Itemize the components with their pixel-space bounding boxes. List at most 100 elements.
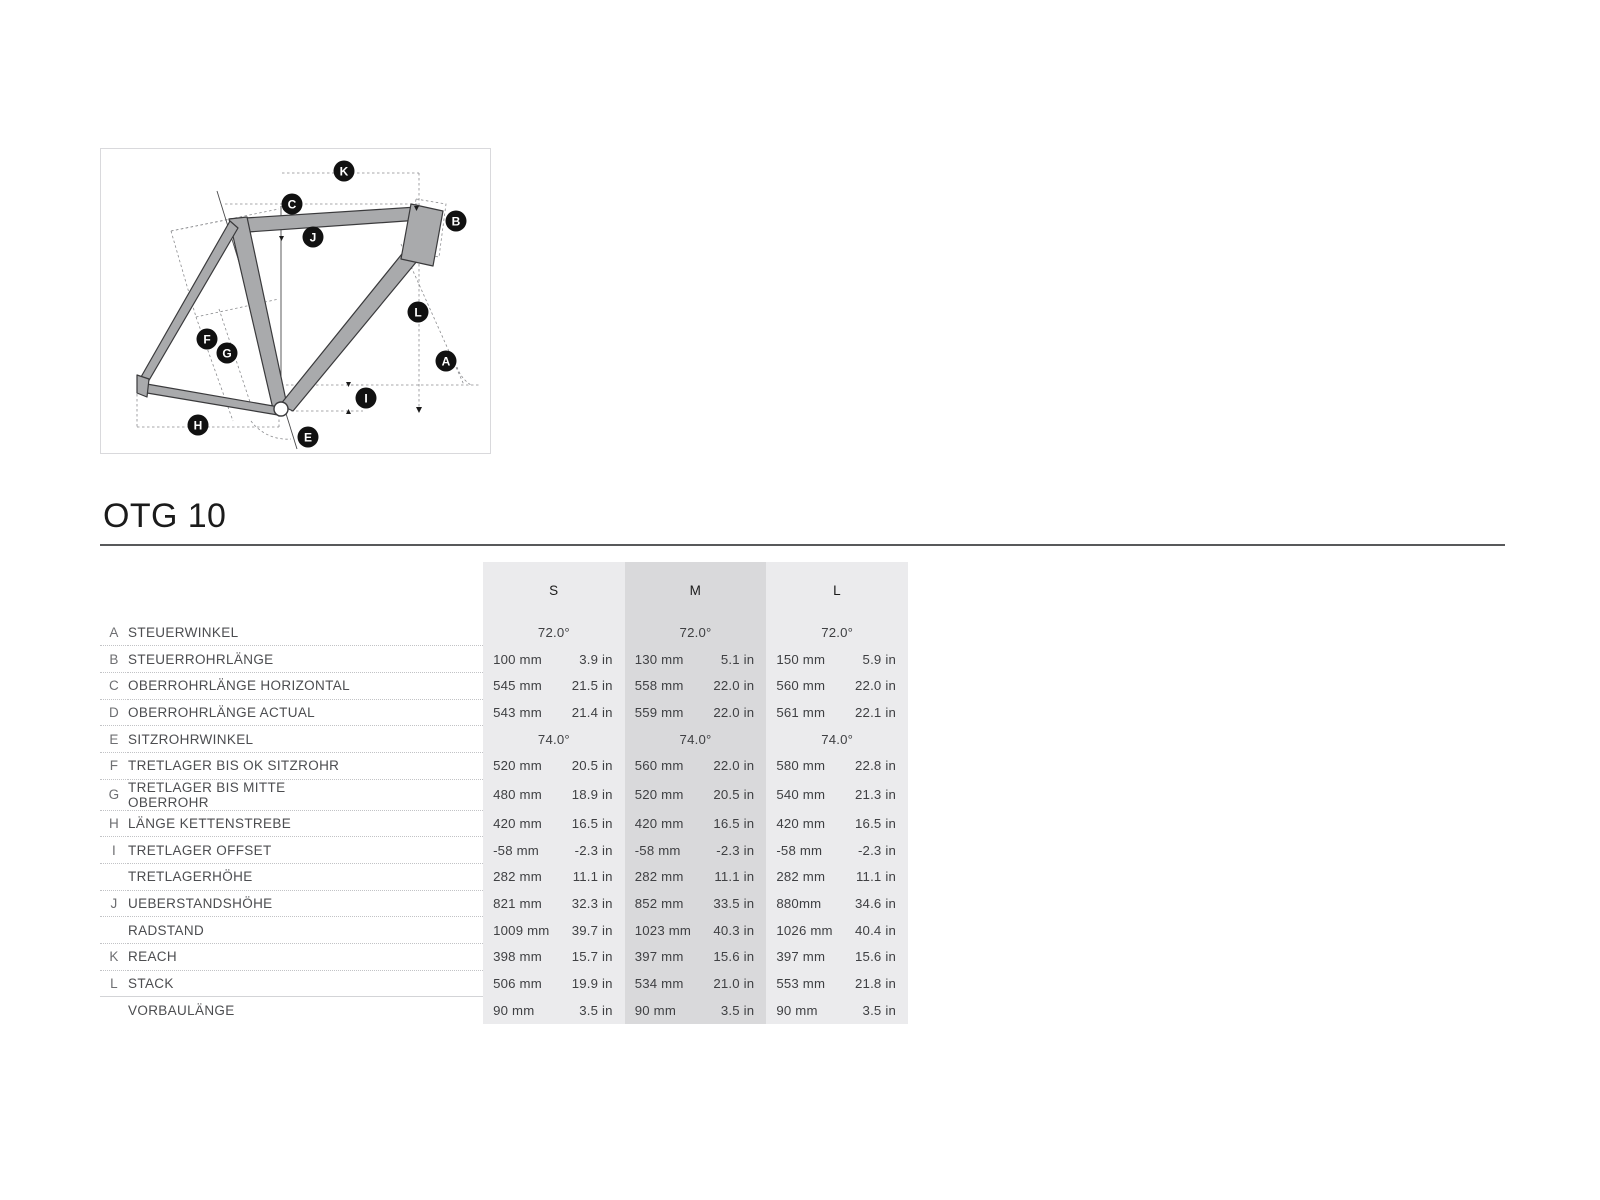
value-pair: 580 mm 22.8 in [766, 758, 908, 773]
cell-l: 282 mm 11.1 in [766, 863, 908, 891]
row-letter: G [100, 778, 128, 811]
value-angle: 72.0° [679, 624, 712, 640]
value-angle: 72.0° [821, 624, 854, 640]
value-pair: 506 mm 19.9 in [483, 976, 625, 991]
value-mm: 100 mm [493, 651, 542, 667]
cell-m: 74.0° [624, 725, 767, 753]
value-inch: 5.1 in [720, 651, 755, 667]
value-inch: 11.1 in [855, 869, 896, 885]
page-title: OTG 10 [103, 497, 227, 535]
cell-l: 553 mm 21.8 in [766, 970, 908, 997]
value-mm: 580 mm [776, 758, 826, 774]
value-inch: 19.9 in [571, 976, 613, 992]
value-pair: 558 mm 22.0 in [625, 678, 767, 693]
value-mm: 506 mm [493, 976, 542, 992]
value-inch: 40.3 in [713, 922, 755, 938]
value-pair: 1026 mm 40.4 in [766, 923, 908, 938]
value-inch: -2.3 in [716, 842, 755, 858]
svg-text:G: G [222, 347, 231, 361]
cell-s: 72.0° [483, 619, 625, 646]
cell-m: 397 mm 15.6 in [624, 943, 767, 971]
value-angle: 74.0° [679, 731, 712, 747]
header-spacer-label [128, 562, 483, 619]
cell-s: 420 mm 16.5 in [483, 810, 625, 837]
value-inch: 22.0 in [855, 678, 896, 694]
column-header-s[interactable]: S [483, 562, 625, 619]
value-pair: 520 mm 20.5 in [625, 787, 767, 802]
value-inch: -2.3 in [857, 842, 896, 858]
svg-text:B: B [452, 215, 461, 229]
value-inch: 22.1 in [855, 704, 896, 720]
cell-l: 540 mm 21.3 in [766, 779, 908, 811]
cell-m: 130 mm 5.1 in [624, 645, 767, 673]
value-angle: 74.0° [821, 731, 854, 747]
cell-s: 398 mm 15.7 in [483, 943, 625, 971]
cell-l: 397 mm 15.6 in [766, 943, 908, 971]
table-row: A STEUERWINKEL 72.0° 72.0° 72.0° [100, 619, 908, 646]
value-mm: 558 mm [634, 678, 684, 694]
cell-s: 545 mm 21.5 in [483, 672, 625, 700]
badge-I: I [355, 387, 377, 409]
cell-s: 1009 mm 39.7 in [483, 916, 625, 944]
value-mm: 1026 mm [776, 922, 833, 938]
value-pair: 480 mm 18.9 in [483, 787, 625, 802]
value-mm: 543 mm [493, 704, 542, 720]
row-label: TRETLAGER BIS MITTE OBERROHR [128, 778, 484, 811]
value-inch: 21.0 in [713, 976, 755, 992]
value-mm: -58 mm [634, 842, 681, 858]
row-label: OBERROHRLÄNGE ACTUAL [128, 698, 484, 726]
value-pair: 553 mm 21.8 in [766, 976, 908, 991]
value-mm: 398 mm [493, 949, 542, 965]
value-pair: 90 mm 3.5 in [483, 1003, 625, 1018]
cell-m: 560 mm 22.0 in [624, 752, 767, 780]
value-inch: 16.5 in [855, 815, 896, 831]
column-header-m[interactable]: M [624, 562, 767, 619]
value-mm: 90 mm [493, 1002, 535, 1018]
value-inch: 5.9 in [862, 651, 896, 667]
value-inch: 15.7 in [571, 949, 613, 965]
row-letter [100, 916, 128, 944]
value-pair: 540 mm 21.3 in [766, 787, 908, 802]
value-pair: 100 mm 3.9 in [483, 652, 625, 667]
value-inch: 21.5 in [571, 678, 613, 694]
table-row: J UEBERSTANDSHÖHE 821 mm 32.3 in 852 mm 33.5 … [100, 889, 908, 917]
value-inch: 11.1 in [572, 869, 613, 885]
value-inch: 15.6 in [713, 949, 755, 965]
row-letter [100, 996, 128, 1024]
value-pair: 420 mm 16.5 in [483, 816, 625, 831]
value-pair: 282 mm 11.1 in [766, 869, 908, 884]
cell-l: -58 mm -2.3 in [766, 836, 908, 864]
value-pair: 397 mm 15.6 in [625, 949, 767, 964]
value-pair: 282 mm 11.1 in [483, 869, 625, 884]
value-pair: 282 mm 11.1 in [625, 869, 767, 884]
value-pair: 534 mm 21.0 in [625, 976, 767, 991]
row-letter: A [109, 624, 119, 640]
cell-s: 74.0° [483, 725, 625, 753]
value-mm: 880mm [776, 896, 822, 912]
title-divider [100, 544, 1505, 546]
badge-A: A [435, 350, 457, 372]
value-pair: 560 mm 22.0 in [625, 758, 767, 773]
badge-F: F [196, 328, 218, 350]
value-pair: 397 mm 15.6 in [766, 949, 908, 964]
row-label: OBERROHRLÄNGE HORIZONTAL [128, 671, 484, 700]
table-row: H LÄNGE KETTENSTREBE 420 mm 16.5 in 420 mm 16… [100, 809, 908, 837]
badge-L: L [407, 301, 429, 323]
row-letter [100, 863, 128, 891]
value-pair: 130 mm 5.1 in [625, 652, 767, 667]
table-row: G TRETLAGER BIS MITTE OBERROHR 480 mm 18.9 i… [100, 778, 908, 811]
value-pair: 420 mm 16.5 in [625, 816, 767, 831]
value-pair: 1023 mm 40.3 in [625, 923, 767, 938]
table-row: F TRETLAGER BIS OK SITZROHR 520 mm 20.5 in 5… [100, 751, 908, 780]
value-inch: 20.5 in [571, 758, 613, 774]
row-label: RADSTAND [128, 916, 484, 944]
column-header-l[interactable]: L [766, 562, 908, 619]
value-pair: 90 mm 3.5 in [625, 1003, 767, 1018]
value-pair: -58 mm -2.3 in [625, 843, 767, 858]
value-pair: 559 mm 22.0 in [625, 705, 767, 720]
table-row: E SITZROHRWINKEL 74.0° 74.0° 74.0° [100, 725, 908, 753]
value-inch: 34.6 in [855, 896, 896, 912]
value-pair: -58 mm -2.3 in [483, 843, 625, 858]
row-letter: H [100, 809, 128, 837]
